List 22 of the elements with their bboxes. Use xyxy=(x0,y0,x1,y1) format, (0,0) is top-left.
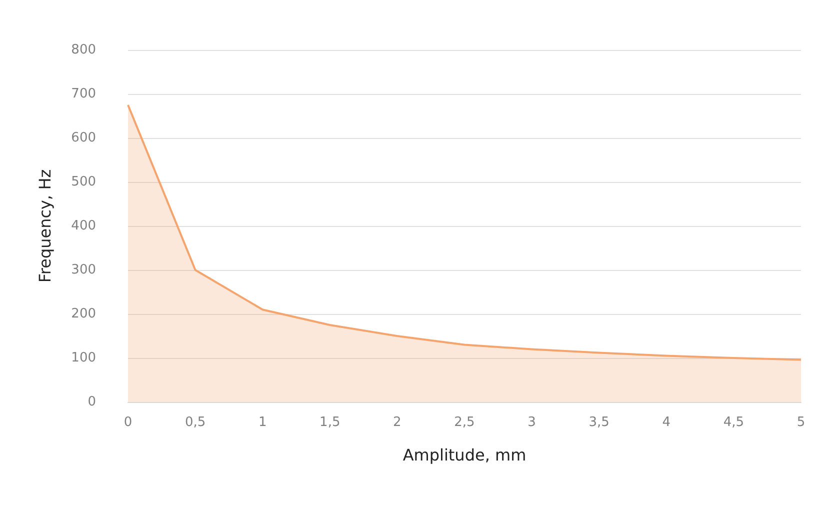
y-tick-label: 600 xyxy=(71,130,96,146)
x-tick-label: 1 xyxy=(258,415,267,430)
y-tick-label: 300 xyxy=(71,262,96,278)
x-tick-label: 0 xyxy=(124,415,132,430)
x-tick-label: 3 xyxy=(528,415,536,430)
y-tick-label: 100 xyxy=(71,350,96,366)
x-tick-label: 3,5 xyxy=(588,415,610,430)
y-tick-label: 200 xyxy=(71,306,96,322)
x-tick-label: 4,5 xyxy=(723,415,744,430)
x-axis-title: Amplitude, mm xyxy=(402,446,526,464)
y-tick-label: 0 xyxy=(88,394,96,410)
x-tick-label: 5 xyxy=(796,415,806,430)
x-tick-label: 2 xyxy=(393,415,402,430)
x-tick-label: 0,5 xyxy=(184,415,206,430)
y-tick-label: 700 xyxy=(71,86,96,102)
y-axis-title: Frequency, Hz xyxy=(36,169,54,283)
y-tick-label: 500 xyxy=(71,174,96,190)
x-tick-label: 1,5 xyxy=(320,415,340,430)
y-tick-label: 800 xyxy=(71,42,96,58)
x-tick-label: 2,5 xyxy=(454,415,475,430)
y-tick-label: 400 xyxy=(71,218,96,234)
x-tick-label: 4 xyxy=(662,415,671,430)
